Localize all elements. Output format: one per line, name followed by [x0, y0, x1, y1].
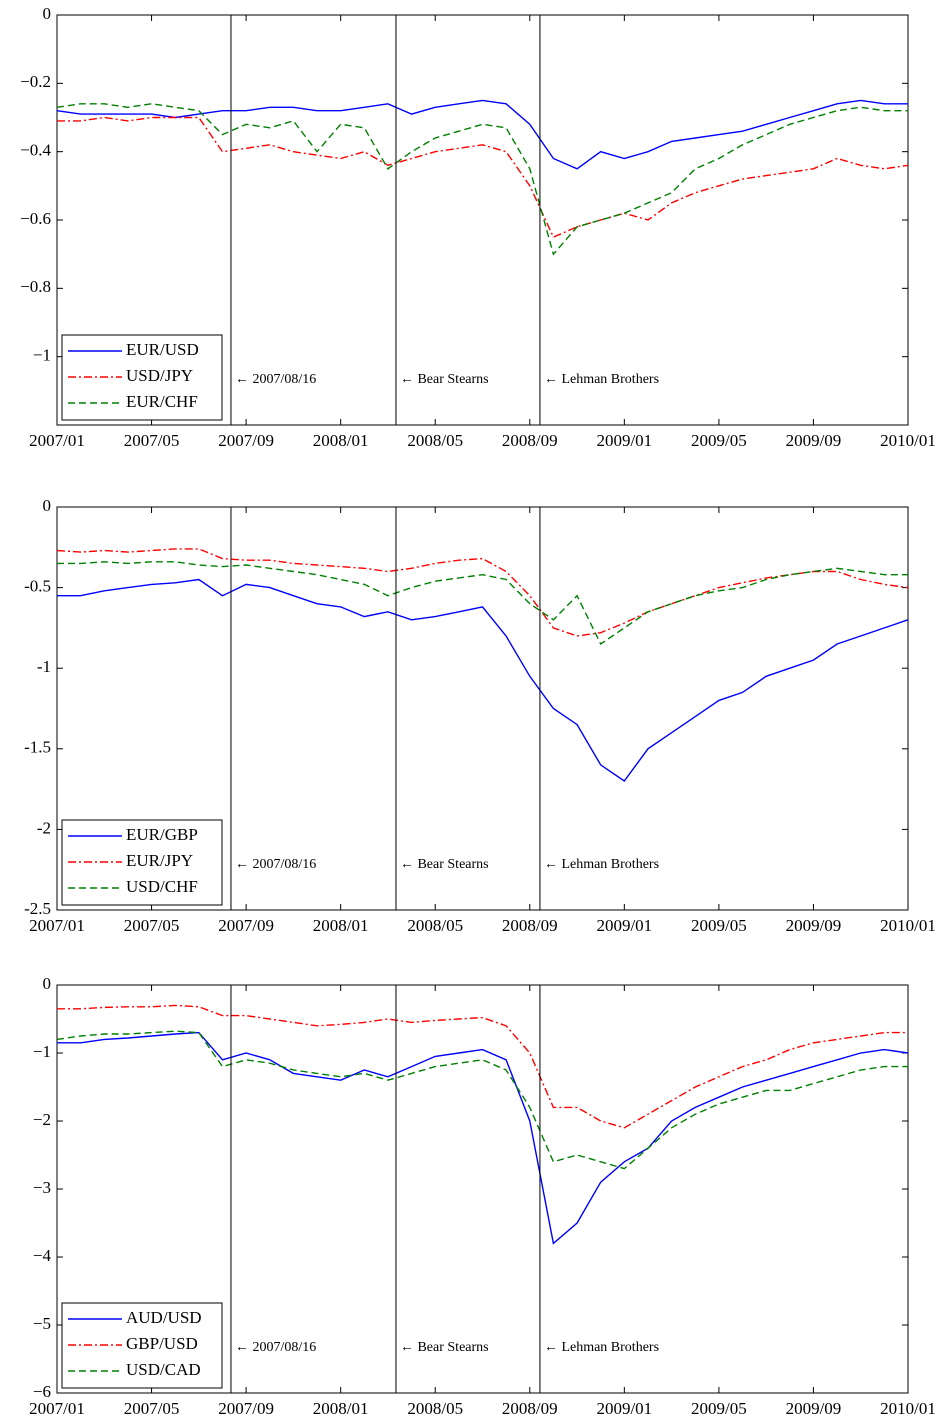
y-tick-label: −2	[33, 1110, 51, 1129]
event-annotation: ← 2007/08/16	[235, 1340, 316, 1355]
x-tick-label: 2007/05	[124, 1399, 180, 1418]
y-tick-label: −1	[33, 346, 51, 365]
legend-label: EUR/JPY	[126, 851, 193, 870]
series-line	[56, 99, 908, 170]
x-tick-label: 2010/01	[880, 1399, 936, 1418]
x-tick-label: 2007/09	[218, 1399, 274, 1418]
legend-label: GBP/USD	[126, 1334, 198, 1353]
y-tick-label: -2	[37, 818, 51, 837]
y-tick-label: −4	[33, 1246, 52, 1265]
legend-label: USD/CAD	[126, 1360, 201, 1379]
y-tick-label: −5	[33, 1314, 51, 1333]
series-line	[57, 578, 909, 782]
event-annotation: ← Lehman Brothers	[544, 857, 659, 872]
y-tick-label: 0	[43, 496, 52, 515]
x-tick-label: 2007/09	[218, 431, 274, 450]
legend-label: EUR/USD	[126, 340, 199, 359]
series-line	[57, 561, 908, 646]
x-tick-label: 2009/05	[691, 1399, 747, 1418]
event-annotation: ← 2007/08/16	[235, 857, 316, 872]
y-tick-label: −6	[33, 1382, 51, 1401]
y-tick-label: -2.5	[24, 899, 51, 918]
event-annotation: ← Lehman Brothers	[544, 1340, 659, 1355]
x-tick-label: 2010/01	[880, 431, 936, 450]
legend-label: USD/JPY	[126, 366, 193, 385]
x-tick-label: 2009/09	[786, 431, 842, 450]
legend-label: EUR/CHF	[126, 392, 198, 411]
x-tick-label: 2009/05	[691, 431, 747, 450]
y-tick-label: 0	[43, 974, 52, 993]
x-tick-label: 2008/01	[313, 431, 369, 450]
x-tick-label: 2007/01	[29, 1399, 85, 1418]
series-line	[56, 103, 908, 256]
x-tick-label: 2009/01	[596, 431, 652, 450]
y-tick-label: −1	[33, 1042, 51, 1061]
y-tick-label: −0.4	[20, 141, 51, 160]
legend-label: USD/CHF	[126, 877, 198, 896]
x-tick-label: 2009/01	[596, 1399, 652, 1418]
x-tick-label: 2009/09	[786, 916, 842, 935]
x-tick-label: 2007/05	[124, 916, 180, 935]
event-annotation: ← 2007/08/16	[235, 372, 316, 387]
x-tick-label: 2009/09	[786, 1399, 842, 1418]
y-tick-label: -1.5	[24, 738, 51, 757]
x-tick-label: 2008/05	[407, 916, 463, 935]
x-tick-label: 2008/05	[407, 1399, 463, 1418]
legend-label: EUR/GBP	[126, 825, 198, 844]
y-tick-label: −0.6	[20, 209, 51, 228]
y-tick-label: 0	[43, 4, 52, 23]
event-annotation: ← Bear Stearns	[400, 857, 489, 872]
x-tick-label: 2008/09	[502, 916, 558, 935]
event-annotation: ← Bear Stearns	[400, 1340, 489, 1355]
x-tick-label: 2007/05	[124, 431, 180, 450]
x-tick-label: 2007/09	[218, 916, 274, 935]
series-line	[56, 1030, 908, 1170]
legend-label: AUD/USD	[126, 1308, 202, 1327]
y-tick-label: −0.8	[20, 277, 51, 296]
x-tick-label: 2008/09	[502, 1399, 558, 1418]
series-line	[57, 1004, 908, 1129]
event-annotation: ← Bear Stearns	[400, 372, 489, 387]
x-tick-label: 2008/01	[313, 916, 369, 935]
series-line	[57, 1031, 909, 1245]
x-tick-label: 2010/01	[880, 916, 936, 935]
series-line	[56, 548, 909, 637]
x-tick-label: 2008/05	[407, 431, 463, 450]
series-line	[57, 116, 909, 239]
x-tick-label: 2009/01	[596, 916, 652, 935]
y-tick-label: −3	[33, 1178, 51, 1197]
x-tick-label: 2008/09	[502, 431, 558, 450]
y-tick-label: −0.2	[20, 72, 51, 91]
y-tick-label: -0.5	[24, 577, 51, 596]
event-annotation: ← Lehman Brothers	[544, 372, 659, 387]
y-tick-label: -1	[37, 657, 51, 676]
x-tick-label: 2007/01	[29, 431, 85, 450]
x-tick-label: 2007/01	[29, 916, 85, 935]
x-tick-label: 2009/05	[691, 916, 747, 935]
x-tick-label: 2008/01	[313, 1399, 369, 1418]
